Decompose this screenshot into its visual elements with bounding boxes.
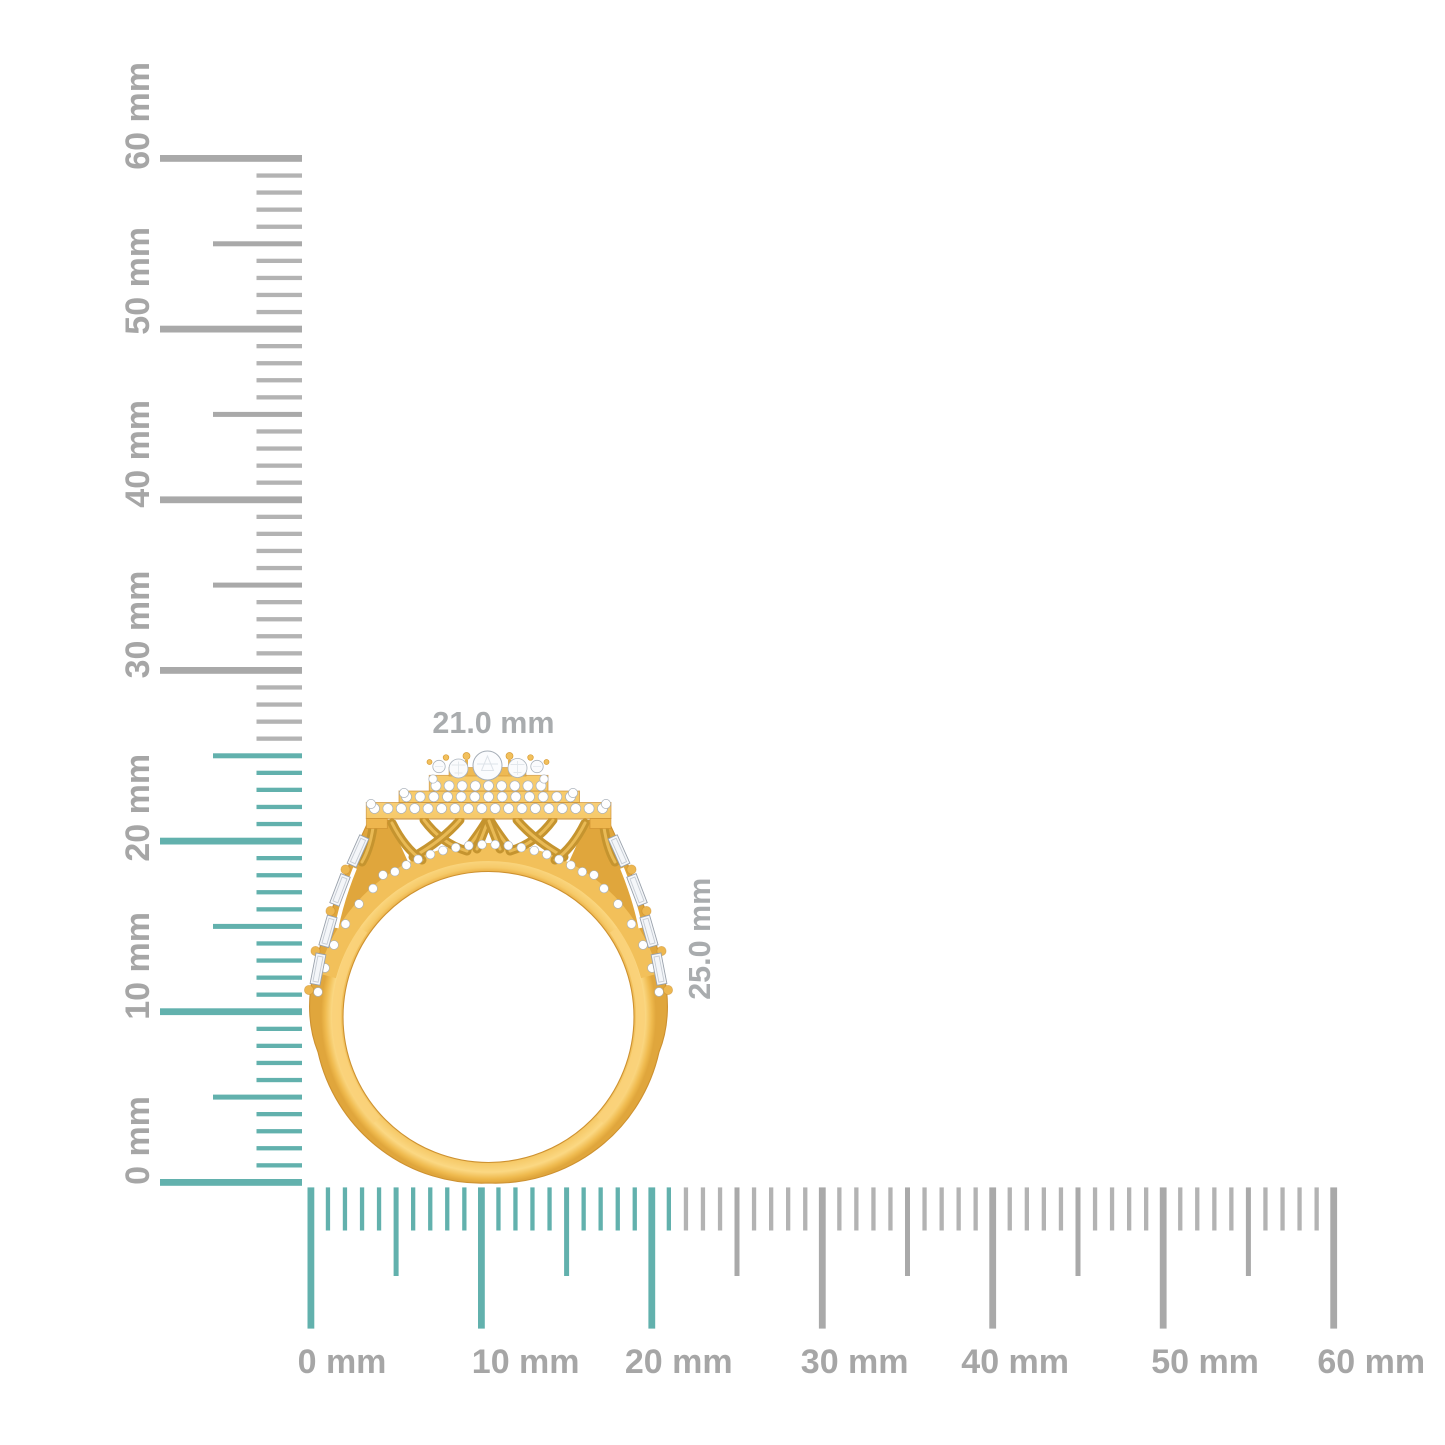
svg-text:25.0 mm: 25.0 mm [683,878,717,1000]
svg-text:20 mm: 20 mm [119,754,157,862]
svg-text:0 mm: 0 mm [298,1343,387,1381]
svg-text:50 mm: 50 mm [119,227,157,335]
svg-text:10 mm: 10 mm [119,912,157,1020]
svg-text:40 mm: 40 mm [119,400,157,508]
svg-text:50 mm: 50 mm [1151,1343,1259,1381]
svg-text:20 mm: 20 mm [625,1343,733,1381]
svg-text:60 mm: 60 mm [1317,1343,1425,1381]
svg-text:0 mm: 0 mm [119,1096,157,1185]
svg-text:30 mm: 30 mm [119,571,157,679]
svg-text:10 mm: 10 mm [472,1343,580,1381]
svg-text:40 mm: 40 mm [961,1343,1069,1381]
svg-text:60 mm: 60 mm [119,62,157,170]
svg-text:21.0 mm: 21.0 mm [432,706,554,740]
svg-text:30 mm: 30 mm [801,1343,909,1381]
